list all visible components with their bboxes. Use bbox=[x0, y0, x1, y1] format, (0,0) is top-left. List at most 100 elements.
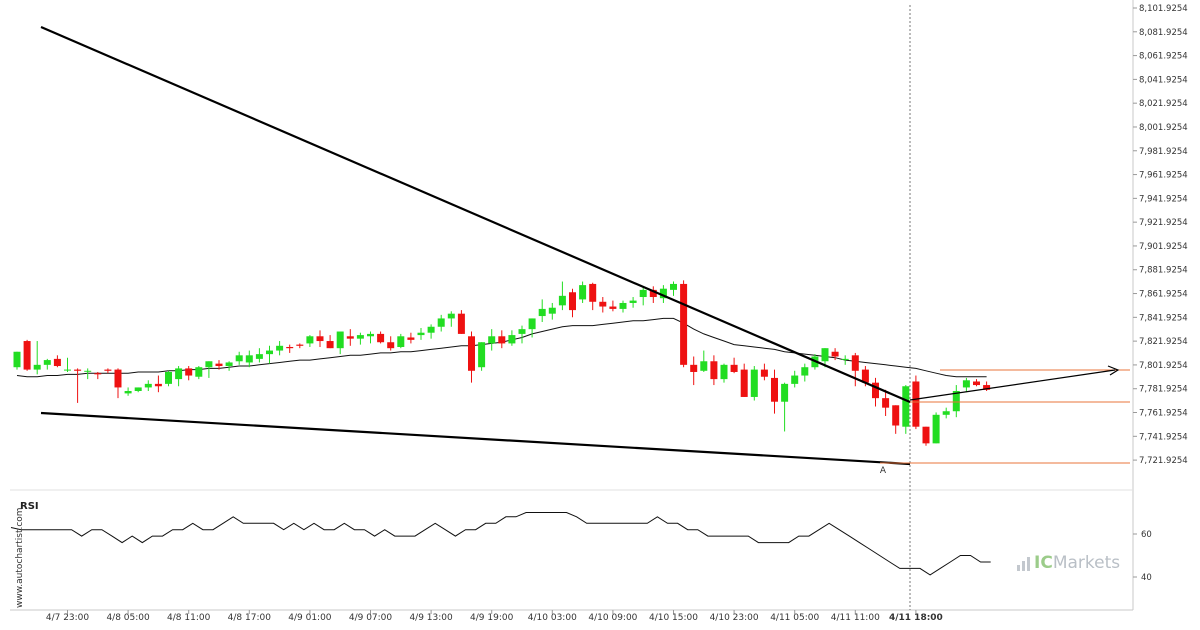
candle-up bbox=[508, 335, 516, 344]
candle-down bbox=[599, 301, 607, 307]
candle-up bbox=[528, 318, 536, 330]
time-tick-label: 4/11 11:00 bbox=[831, 613, 880, 623]
time-tick-label: 4/9 19:00 bbox=[470, 613, 514, 623]
candle-up bbox=[619, 302, 627, 309]
price-tick-label: 7,921.9254 bbox=[1139, 218, 1188, 228]
candle-down bbox=[589, 283, 597, 302]
candle-down bbox=[569, 292, 576, 311]
candle-up bbox=[750, 369, 758, 397]
candle-up bbox=[266, 350, 273, 355]
candle-down bbox=[346, 336, 354, 339]
price-tick-label: 7,801.9254 bbox=[1139, 361, 1188, 371]
candle-down bbox=[215, 363, 223, 367]
candle-up bbox=[659, 288, 667, 299]
candle-up bbox=[791, 375, 799, 384]
candle-up bbox=[245, 355, 253, 363]
candle-down bbox=[740, 369, 748, 397]
time-tick-label: 4/10 03:00 bbox=[528, 613, 577, 623]
candle-down bbox=[23, 341, 31, 370]
candle-down bbox=[407, 337, 415, 340]
candle-down bbox=[316, 336, 324, 342]
candle-down bbox=[286, 346, 294, 349]
candle-up bbox=[367, 333, 374, 337]
candle-down bbox=[377, 333, 385, 343]
candle-down bbox=[326, 341, 334, 349]
candle-up bbox=[124, 391, 132, 394]
price-tick-label: 7,761.9254 bbox=[1139, 409, 1188, 419]
price-tick-label: 8,081.9254 bbox=[1139, 28, 1188, 38]
candle-down bbox=[94, 373, 102, 375]
price-tick-label: 8,001.9254 bbox=[1139, 123, 1188, 133]
candle-down bbox=[760, 369, 768, 377]
candle-up bbox=[43, 360, 51, 365]
candle-up bbox=[488, 336, 496, 344]
candle-up bbox=[781, 383, 789, 402]
price-tick-label: 7,881.9254 bbox=[1139, 266, 1188, 276]
price-tick-label: 7,941.9254 bbox=[1139, 194, 1188, 204]
candle-up bbox=[579, 285, 587, 300]
candle-up bbox=[478, 342, 486, 368]
brand-suffix: Markets bbox=[1052, 553, 1121, 573]
candle-up bbox=[255, 354, 263, 359]
time-tick-label: 4/10 15:00 bbox=[649, 613, 698, 623]
candle-down bbox=[973, 381, 980, 386]
candle-up bbox=[700, 361, 708, 371]
candle-up bbox=[821, 348, 829, 362]
candle-down bbox=[498, 336, 506, 344]
resistance-trendline bbox=[40, 25, 911, 404]
price-tick-label: 8,101.9254 bbox=[1139, 4, 1188, 14]
candle-down bbox=[74, 369, 82, 371]
rsi-title: RSI bbox=[20, 501, 39, 512]
time-tick-label: 4/8 17:00 bbox=[228, 613, 272, 623]
candle-up bbox=[195, 367, 203, 377]
candle-up bbox=[306, 336, 314, 344]
candle-down bbox=[609, 306, 617, 309]
candle-up bbox=[932, 414, 940, 444]
price-tick-label: 7,861.9254 bbox=[1139, 290, 1188, 300]
candle-up bbox=[33, 364, 41, 370]
support-trendline bbox=[40, 411, 911, 466]
candle-up bbox=[64, 369, 71, 371]
candle-down bbox=[710, 361, 718, 380]
candle-up bbox=[952, 391, 960, 412]
candle-down bbox=[831, 351, 839, 357]
forecast-arrow-line bbox=[909, 369, 1116, 401]
rsi-tick-label: 60 bbox=[1141, 530, 1152, 540]
forecast-arrowhead bbox=[1107, 365, 1120, 376]
candle-up bbox=[427, 326, 435, 333]
candle-down bbox=[690, 364, 698, 372]
candle-up bbox=[205, 361, 213, 368]
candle-up bbox=[841, 358, 849, 360]
candle-down bbox=[861, 369, 869, 383]
candle-down bbox=[468, 336, 475, 371]
time-tick-label: 4/10 23:00 bbox=[710, 613, 759, 623]
candle-up bbox=[84, 370, 92, 372]
candle-up bbox=[144, 383, 152, 388]
candle-up bbox=[518, 329, 526, 334]
candle-up bbox=[235, 355, 243, 362]
candle-up bbox=[447, 313, 455, 319]
time-tick-label: 4/9 01:00 bbox=[288, 613, 332, 623]
candle-down bbox=[730, 364, 738, 372]
candle-down bbox=[983, 385, 991, 390]
bars-icon bbox=[1017, 555, 1030, 571]
time-tick-label: 4/11 18:00 bbox=[889, 613, 943, 623]
candle-down bbox=[154, 383, 162, 387]
candle-down bbox=[851, 355, 859, 371]
candle-up bbox=[397, 336, 405, 347]
candle-down bbox=[872, 382, 879, 399]
candle-up bbox=[629, 300, 637, 303]
candle-down bbox=[912, 381, 920, 427]
candle-down bbox=[185, 368, 193, 376]
time-tick-label: 4/8 11:00 bbox=[167, 613, 211, 623]
price-tick-label: 7,781.9254 bbox=[1139, 385, 1188, 395]
candle-down bbox=[882, 398, 890, 408]
candle-down bbox=[387, 342, 395, 349]
time-tick-label: 4/9 07:00 bbox=[349, 613, 393, 623]
price-tick-label: 7,841.9254 bbox=[1139, 313, 1188, 323]
time-tick-label: 4/8 05:00 bbox=[106, 613, 150, 623]
candle-up bbox=[670, 283, 677, 290]
price-tick-label: 7,741.9254 bbox=[1139, 432, 1188, 442]
